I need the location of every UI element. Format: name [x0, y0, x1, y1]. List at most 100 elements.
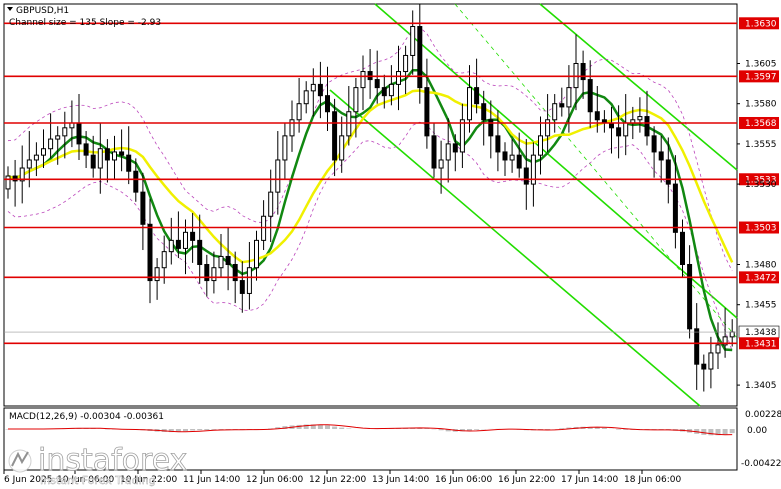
channel-mid-line [454, 3, 738, 339]
macd-bar [296, 424, 302, 429]
macd-bar [325, 425, 330, 429]
candle-body [41, 148, 46, 156]
price-levels [4, 22, 737, 345]
macd-bar [332, 426, 338, 429]
candle-body [381, 87, 387, 97]
candle-body [481, 103, 487, 121]
time-axis: 6 Jun 2025 10 Jun 06:00 10 Jun 22:00 11 Jun… [3, 470, 681, 485]
candle-body [445, 143, 451, 161]
macd-bar [438, 429, 444, 431]
y-tick-label: 1.3555 [745, 140, 777, 150]
x-tick-label: 13 Jun 14:00 [372, 475, 429, 485]
macd-bar [616, 429, 622, 430]
candle-body [161, 251, 167, 269]
level-tag [739, 337, 779, 350]
candle-body [488, 119, 494, 137]
candle-body [509, 154, 515, 161]
level-tag-text: 1.3503 [745, 224, 777, 234]
candle-body [5, 175, 11, 190]
price-axis: 1.3630 1.3605 1.3597 1.3580 1.3568 1.3555 1.35… [737, 17, 780, 391]
candle-body [261, 215, 267, 241]
y-tick-label: 1.3605 [745, 59, 777, 69]
candle-body [119, 151, 125, 156]
macd-scale-top: 0.00228 [745, 410, 781, 420]
candle-body [55, 135, 61, 140]
macd-bar [459, 429, 465, 432]
level-tag [739, 173, 779, 186]
candle-body [360, 71, 366, 89]
candle-body [204, 263, 210, 282]
level-tag [739, 70, 779, 83]
candle-body [104, 148, 110, 161]
candle-body [140, 191, 146, 225]
x-tick-label: 17 Jun 14:00 [561, 475, 618, 485]
candle-body [126, 154, 132, 172]
candle-body [353, 87, 359, 113]
macd-bar [339, 427, 345, 429]
candle-body [268, 191, 274, 217]
candle-body [154, 267, 160, 282]
candle-body [275, 159, 281, 193]
candle-body [183, 231, 188, 249]
candle-body [19, 167, 25, 182]
macd-bar [282, 426, 288, 429]
candle-body [530, 154, 536, 185]
instaforex-logo: instaforex Instant Forex Trading [8, 443, 188, 487]
macd-signal-line [8, 424, 733, 436]
macd-bar [722, 429, 728, 435]
level-tag-text: 1.3431 [745, 339, 777, 349]
candle-body [296, 103, 302, 121]
y-tick-label: 1.3480 [745, 260, 777, 270]
candle-body [715, 344, 721, 354]
candle-body [367, 71, 373, 81]
macd-bar [225, 429, 231, 430]
candle-body [552, 103, 558, 121]
candle-body [62, 127, 68, 137]
candle-body [538, 135, 543, 156]
candle-body [168, 239, 174, 253]
candle-body [495, 135, 501, 153]
candle-body [97, 148, 103, 169]
macd-bar [175, 429, 181, 432]
level-tag [739, 271, 779, 284]
candle-body [687, 263, 693, 330]
candle-body [459, 119, 465, 153]
candle-body [197, 239, 203, 265]
symbol-dropdown-icon[interactable] [7, 7, 13, 11]
macd-bar [701, 429, 707, 435]
candle-body [623, 122, 629, 137]
candle-body [303, 90, 309, 105]
macd-bar [168, 429, 174, 433]
macd-indicator [5, 424, 735, 436]
macd-label: MACD(12,26,9) -0.00304 -0.00361 [9, 412, 164, 422]
macd-bar [317, 424, 323, 429]
macd-bar [566, 427, 572, 429]
candle-body [90, 154, 96, 169]
candle-body [225, 255, 231, 265]
candle-body [587, 79, 593, 113]
candle-body [239, 280, 245, 294]
channel-upper-line-2 [539, 3, 738, 171]
macd-bar [310, 424, 316, 429]
level-tag-text: 1.3630 [745, 19, 777, 29]
candle-body [708, 352, 714, 370]
regression-channel [329, 3, 738, 407]
level-tag-text: 1.3472 [745, 273, 777, 283]
macd-bar [587, 427, 593, 429]
candle-body [424, 87, 430, 137]
x-tick-label: 10 Jun 22:00 [120, 475, 177, 485]
candle-body [410, 26, 416, 56]
candle-body [332, 111, 338, 161]
candle-body [76, 122, 82, 145]
symbol-label: GBPUSD,H1 [16, 6, 69, 16]
candle-body [374, 79, 380, 89]
watermark-brand: instaforex [38, 443, 187, 478]
candle-body [175, 239, 181, 249]
candle-body [211, 267, 217, 282]
candle-body [232, 263, 238, 282]
candle-body [48, 138, 54, 150]
candle-body [246, 267, 252, 294]
level-tag [739, 116, 779, 129]
candle-body [722, 336, 728, 346]
